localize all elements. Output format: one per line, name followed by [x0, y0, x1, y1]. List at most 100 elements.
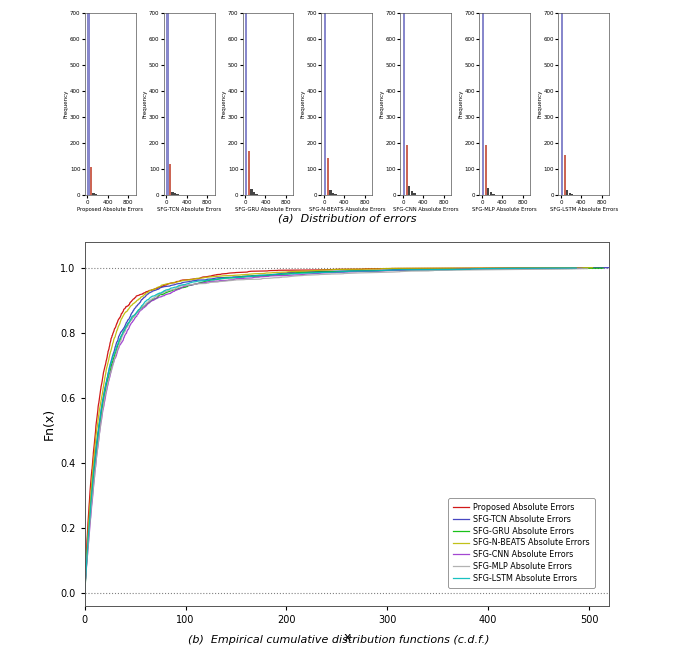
SFG-MLP Absolute Errors	[94, 439, 102, 447]
SFG-MLP Absolute Errors	[89, 491, 97, 499]
Bar	[332, 194, 334, 196]
SFG-N-BEATS Absolute Errors	[204, 273, 212, 281]
SFG-LSTM Absolute Errors	[90, 464, 98, 472]
Bar	[495, 195, 497, 196]
Bar	[408, 186, 410, 196]
SFG-MLP Absolute Errors	[105, 375, 113, 383]
Bar	[569, 193, 571, 196]
Bar	[324, 13, 326, 196]
Bar	[416, 195, 418, 196]
Y-axis label: Frequency: Frequency	[538, 90, 542, 119]
SFG-CNN Absolute Errors	[95, 437, 103, 445]
Bar	[245, 13, 248, 196]
SFG-LSTM Absolute Errors	[113, 342, 121, 349]
Bar	[482, 13, 484, 196]
X-axis label: SFG-N-BEATS Absolute Errors: SFG-N-BEATS Absolute Errors	[309, 207, 385, 213]
Line: SFG-LSTM Absolute Errors: SFG-LSTM Absolute Errors	[85, 268, 576, 593]
Bar	[492, 194, 494, 196]
SFG-MLP Absolute Errors	[81, 589, 89, 597]
Line: Proposed Absolute Errors: Proposed Absolute Errors	[85, 268, 583, 593]
SFG-GRU Absolute Errors	[81, 589, 89, 597]
Bar	[406, 145, 408, 196]
SFG-LSTM Absolute Errors	[100, 392, 108, 400]
SFG-GRU Absolute Errors	[86, 511, 94, 518]
SFG-CNN Absolute Errors	[232, 275, 240, 283]
Bar	[487, 188, 489, 196]
SFG-LSTM Absolute Errors	[83, 547, 91, 555]
Bar	[571, 194, 573, 196]
SFG-CNN Absolute Errors	[118, 337, 127, 345]
SFG-TCN Absolute Errors	[229, 273, 237, 281]
Proposed Absolute Errors	[83, 542, 91, 550]
Y-axis label: Frequency: Frequency	[143, 90, 148, 119]
SFG-GRU Absolute Errors	[149, 295, 157, 303]
Bar	[169, 164, 171, 196]
X-axis label: SFG-CNN Absolute Errors: SFG-CNN Absolute Errors	[393, 207, 459, 213]
Bar	[171, 192, 173, 196]
Bar	[489, 192, 492, 196]
Bar	[403, 13, 406, 196]
SFG-MLP Absolute Errors	[93, 447, 102, 455]
SFG-N-BEATS Absolute Errors	[111, 333, 119, 341]
SFG-TCN Absolute Errors	[81, 572, 89, 580]
SFG-LSTM Absolute Errors	[84, 533, 92, 541]
SFG-N-BEATS Absolute Errors	[92, 431, 100, 439]
Line: SFG-TCN Absolute Errors: SFG-TCN Absolute Errors	[85, 268, 609, 593]
Y-axis label: Fn(x): Fn(x)	[43, 408, 56, 440]
Y-axis label: Frequency: Frequency	[379, 90, 385, 119]
Bar	[327, 158, 329, 196]
SFG-CNN Absolute Errors	[93, 449, 101, 457]
Bar	[485, 145, 487, 196]
Proposed Absolute Errors	[82, 550, 90, 558]
Bar	[566, 190, 569, 196]
SFG-LSTM Absolute Errors	[572, 264, 580, 272]
SFG-MLP Absolute Errors	[95, 429, 104, 437]
SFG-N-BEATS Absolute Errors	[588, 264, 596, 272]
Legend: Proposed Absolute Errors, SFG-TCN Absolute Errors, SFG-GRU Absolute Errors, SFG-: Proposed Absolute Errors, SFG-TCN Absolu…	[448, 498, 595, 587]
SFG-TCN Absolute Errors	[93, 431, 102, 439]
Proposed Absolute Errors	[87, 471, 95, 479]
Bar	[411, 191, 413, 196]
Proposed Absolute Errors	[81, 589, 89, 597]
X-axis label: x: x	[343, 631, 351, 644]
Text: (a)  Distribution of errors: (a) Distribution of errors	[278, 213, 416, 224]
Bar	[177, 194, 179, 196]
SFG-CNN Absolute Errors	[100, 403, 108, 411]
Line: SFG-GRU Absolute Errors: SFG-GRU Absolute Errors	[85, 268, 603, 593]
SFG-CNN Absolute Errors	[100, 399, 108, 407]
SFG-LSTM Absolute Errors	[81, 589, 89, 597]
Bar	[329, 190, 332, 196]
Line: SFG-N-BEATS Absolute Errors: SFG-N-BEATS Absolute Errors	[85, 268, 592, 593]
X-axis label: Proposed Absolute Errors: Proposed Absolute Errors	[77, 207, 143, 213]
Bar	[253, 192, 255, 196]
SFG-MLP Absolute Errors	[111, 353, 119, 361]
Bar	[93, 193, 95, 196]
Line: SFG-CNN Absolute Errors: SFG-CNN Absolute Errors	[85, 269, 582, 593]
Proposed Absolute Errors	[579, 264, 587, 272]
Line: SFG-MLP Absolute Errors: SFG-MLP Absolute Errors	[85, 269, 588, 593]
Proposed Absolute Errors	[104, 348, 112, 355]
SFG-GRU Absolute Errors	[83, 547, 91, 555]
SFG-N-BEATS Absolute Errors	[81, 589, 89, 597]
SFG-N-BEATS Absolute Errors	[203, 273, 211, 281]
Text: (b)  Empirical cumulative distribution functions (c.d.f.): (b) Empirical cumulative distribution fu…	[188, 636, 489, 645]
Bar	[95, 194, 97, 196]
Bar	[174, 194, 176, 196]
X-axis label: SFG-MLP Absolute Errors: SFG-MLP Absolute Errors	[473, 207, 538, 213]
X-axis label: SFG-GRU Absolute Errors: SFG-GRU Absolute Errors	[235, 207, 301, 213]
SFG-TCN Absolute Errors	[228, 273, 236, 281]
SFG-LSTM Absolute Errors	[85, 522, 93, 530]
Bar	[564, 155, 566, 196]
SFG-GRU Absolute Errors	[599, 264, 607, 272]
Proposed Absolute Errors	[94, 400, 102, 408]
SFG-TCN Absolute Errors	[114, 333, 123, 341]
Bar	[167, 13, 169, 196]
SFG-GRU Absolute Errors	[86, 516, 94, 524]
SFG-N-BEATS Absolute Errors	[81, 572, 89, 580]
SFG-TCN Absolute Errors	[93, 439, 101, 447]
Bar	[334, 194, 336, 196]
Y-axis label: Frequency: Frequency	[458, 90, 463, 119]
X-axis label: SFG-LSTM Absolute Errors: SFG-LSTM Absolute Errors	[550, 207, 618, 213]
SFG-GRU Absolute Errors	[117, 333, 125, 341]
SFG-N-BEATS Absolute Errors	[91, 439, 100, 447]
